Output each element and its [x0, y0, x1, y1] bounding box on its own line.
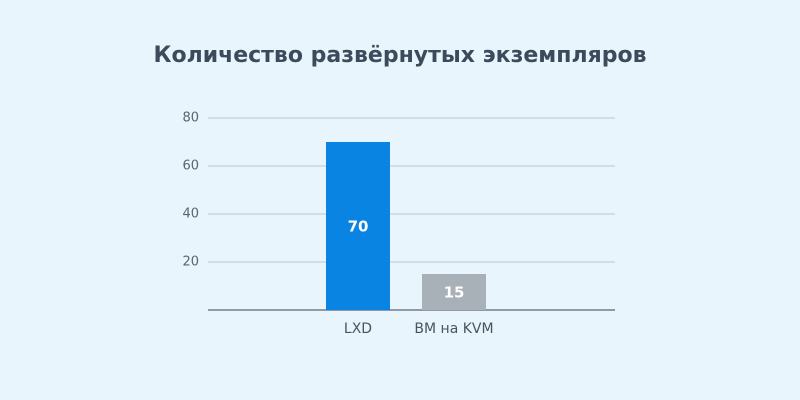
bar [422, 274, 486, 310]
y-tick-label: 20 [182, 255, 199, 270]
bar [326, 142, 390, 310]
y-tick-label: 60 [182, 159, 199, 174]
x-tick-label: LXD [344, 321, 372, 337]
data-label: 70 [348, 218, 369, 236]
chart-title: Количество развёрнутых экземпляров [153, 43, 646, 68]
x-tick-label: ВМ на KVM [414, 321, 493, 337]
y-tick-label: 40 [182, 207, 199, 222]
y-tick-label: 80 [182, 111, 199, 126]
data-label: 15 [444, 284, 465, 302]
